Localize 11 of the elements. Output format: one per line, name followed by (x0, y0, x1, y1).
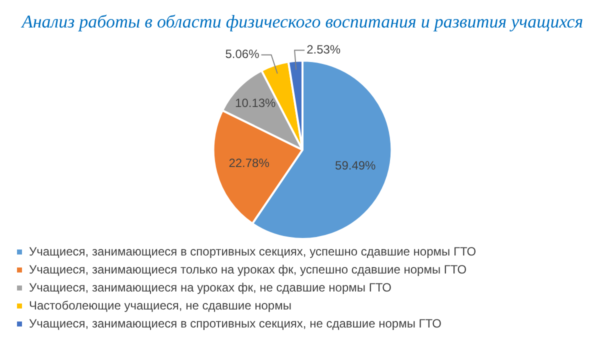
legend-label: Частоболеющие учащиеся, не сдавшие нормы (29, 298, 292, 312)
legend-label: Учащиеся, занимающиеся в спортивных секциях, успешно сдавшие нормы ГТО (29, 244, 476, 258)
data-label: 22.78% (228, 156, 270, 170)
data-label: 5.06% (225, 47, 260, 62)
chart-title: Анализ работы в области физического воспитания и развития учащихся (20, 12, 584, 32)
legend-label: Учащиеся, занимающиеся только на уроках фк, успешно сдавшие нормы ГТО (29, 262, 467, 276)
legend-label: Учащиеся, занимающиеся на уроках фк, не сдавшие нормы ГТО (29, 280, 392, 294)
data-label: 59.49% (335, 158, 376, 172)
data-label: 10.13% (235, 96, 276, 110)
data-label: 2.53% (306, 42, 341, 57)
legend-label: Учащиеся, занимающиеся в спротивных секциях, не сдавшие нормы ГТО (29, 316, 442, 330)
